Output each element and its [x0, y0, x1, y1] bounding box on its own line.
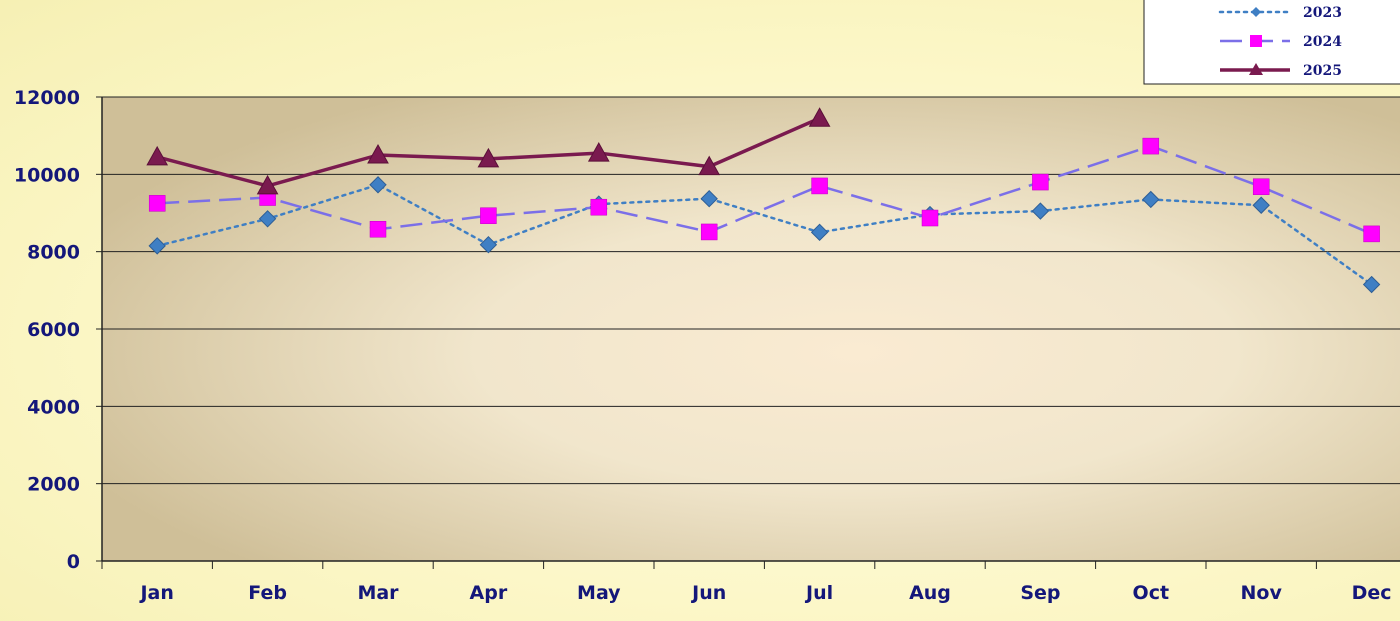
data-point-2023	[258, 210, 277, 228]
series-layer	[146, 107, 1381, 294]
series-line-2023	[155, 183, 1373, 286]
data-point-2025	[698, 155, 721, 176]
data-point-2024	[1032, 173, 1049, 191]
x-tick-label: Jul	[804, 582, 833, 604]
x-tick-label: Mar	[357, 582, 399, 604]
axes	[96, 96, 1400, 569]
data-point-2025	[477, 147, 500, 168]
data-point-2023	[148, 237, 166, 255]
legend-marker-2023	[1251, 7, 1261, 17]
series-line-2024	[157, 144, 1373, 236]
data-point-2024	[700, 223, 718, 241]
data-point-2024	[480, 207, 497, 224]
x-tick-label: Oct	[1133, 582, 1170, 604]
y-tick-label: 0	[67, 551, 80, 573]
data-point-2025	[367, 143, 389, 164]
legend-marker-2025	[1249, 63, 1263, 75]
y-tick-label: 4000	[27, 396, 80, 418]
data-point-2023	[1362, 275, 1381, 294]
gridlines	[102, 96, 1400, 485]
data-point-2024	[921, 209, 939, 227]
data-point-2024	[1363, 225, 1380, 243]
data-point-2024	[590, 198, 608, 216]
x-tick-label: Jun	[690, 582, 726, 604]
y-axis-ticks: 0 2000 4000 6000 8000 10000 12000	[14, 87, 80, 573]
legend-marker-2024	[1250, 35, 1262, 47]
y-tick-label: 12000	[14, 87, 80, 109]
x-tick-label: Aug	[909, 582, 951, 604]
data-point-2024	[811, 177, 828, 195]
legend-label-2025: 2025	[1303, 63, 1342, 79]
y-tick-label: 8000	[27, 242, 80, 264]
y-tick-label: 10000	[14, 164, 80, 186]
data-point-2023	[479, 235, 498, 254]
data-point-2023	[700, 189, 718, 208]
x-tick-label: Nov	[1241, 582, 1283, 604]
x-tick-label: May	[577, 582, 621, 604]
legend-label-2023: 2023	[1303, 5, 1342, 21]
legend: 2023 2024 2025	[1143, 0, 1400, 85]
y-tick-label: 2000	[27, 474, 80, 496]
data-point-2023	[1031, 202, 1050, 220]
legend-label-2024: 2024	[1303, 34, 1342, 50]
data-point-2023	[1252, 196, 1270, 214]
data-point-2024	[148, 195, 166, 212]
data-point-2025	[587, 142, 610, 162]
x-tick-label: Jan	[138, 582, 173, 604]
data-point-2023	[810, 223, 829, 242]
x-tick-label: Dec	[1352, 582, 1392, 604]
data-point-2023	[1142, 190, 1160, 209]
data-point-2024	[1142, 137, 1160, 155]
x-tick-label: Sep	[1020, 582, 1060, 604]
data-point-2025	[256, 174, 279, 195]
x-tick-label: Feb	[248, 582, 287, 604]
data-point-2023	[369, 176, 387, 194]
data-point-2025	[808, 107, 831, 127]
data-point-2024	[1252, 178, 1270, 195]
x-tick-label: Apr	[470, 582, 508, 604]
data-point-2024	[369, 220, 387, 238]
x-axis-ticks: Jan Feb Mar Apr May Jun Jul Aug Sep Oct Nov Dec	[138, 582, 1391, 604]
y-tick-label: 6000	[27, 319, 80, 341]
data-point-2025	[146, 145, 169, 166]
